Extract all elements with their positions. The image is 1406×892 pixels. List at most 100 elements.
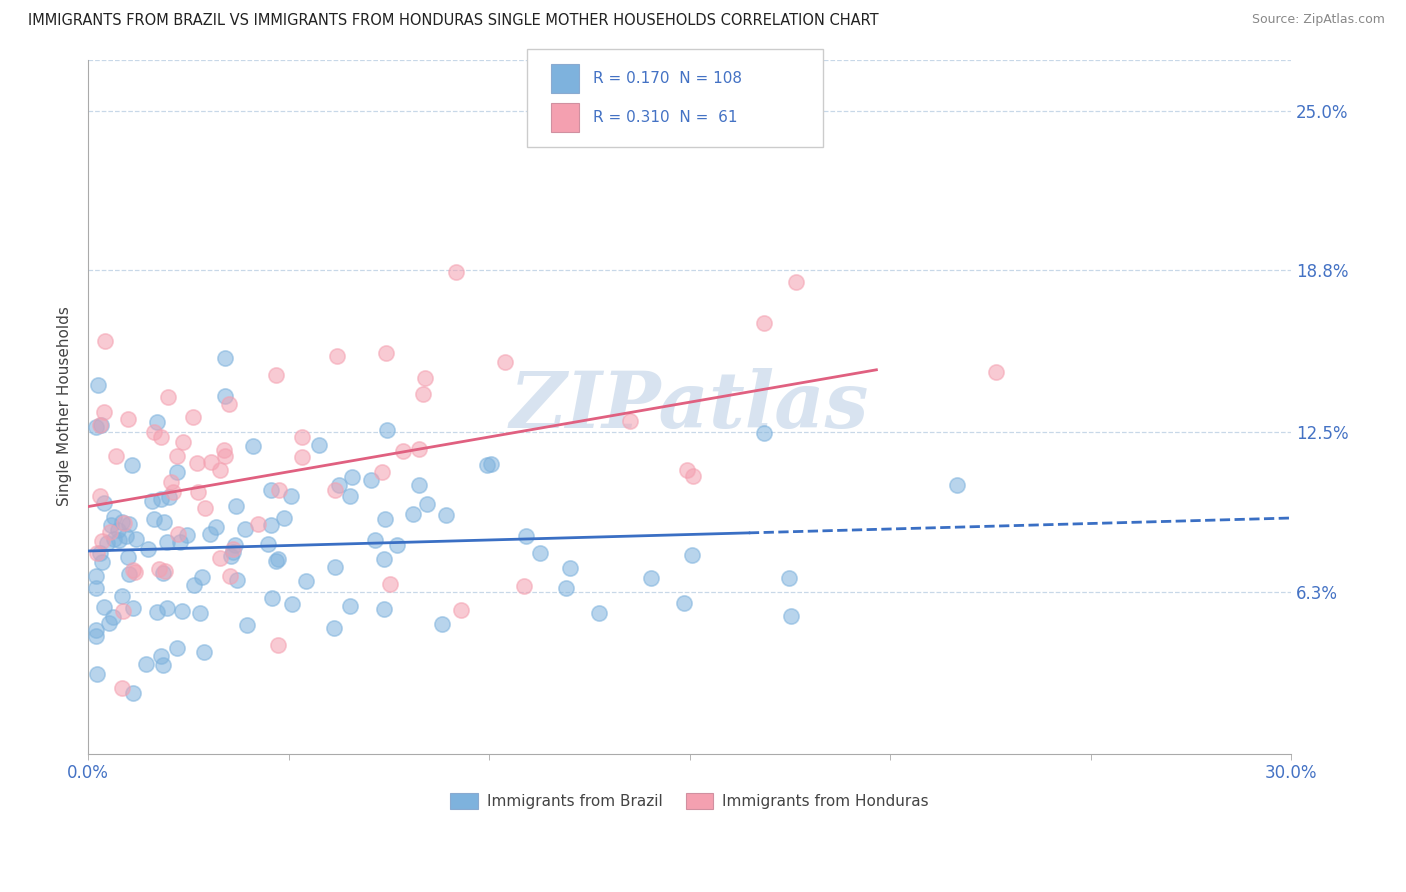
Point bbox=[136, 542, 159, 557]
Point bbox=[153, 564, 176, 578]
Point bbox=[236, 618, 259, 632]
Text: ZIPatlas: ZIPatlas bbox=[510, 368, 869, 445]
Y-axis label: Single Mother Households: Single Mother Households bbox=[58, 307, 72, 507]
Point bbox=[96, 536, 118, 550]
Point bbox=[640, 571, 662, 585]
Point bbox=[242, 439, 264, 453]
Point bbox=[218, 397, 240, 411]
Point bbox=[146, 415, 169, 429]
Point bbox=[267, 638, 290, 652]
Point bbox=[84, 629, 107, 643]
Point bbox=[89, 545, 111, 559]
Point bbox=[97, 616, 120, 631]
Point bbox=[183, 578, 205, 592]
Point bbox=[267, 552, 290, 566]
Point bbox=[167, 527, 190, 541]
Point bbox=[554, 581, 576, 595]
Point bbox=[513, 579, 536, 593]
Point bbox=[200, 526, 222, 541]
Point bbox=[98, 524, 121, 539]
Point bbox=[209, 462, 232, 476]
Point bbox=[323, 559, 346, 574]
Point bbox=[676, 463, 699, 477]
Point bbox=[339, 489, 361, 503]
Point bbox=[111, 515, 134, 529]
Point bbox=[162, 484, 184, 499]
Point bbox=[153, 515, 176, 529]
Point bbox=[339, 599, 361, 613]
Point bbox=[149, 648, 172, 663]
Point bbox=[295, 574, 318, 589]
Point bbox=[450, 603, 472, 617]
Point bbox=[214, 351, 236, 365]
Text: R = 0.310  N =  61: R = 0.310 N = 61 bbox=[593, 111, 738, 125]
Point bbox=[143, 512, 166, 526]
Point bbox=[124, 565, 146, 579]
Point bbox=[224, 538, 246, 552]
Point bbox=[515, 529, 537, 543]
Point bbox=[86, 546, 108, 560]
Point bbox=[681, 548, 703, 562]
Point bbox=[264, 554, 287, 568]
Point bbox=[588, 606, 610, 620]
Point bbox=[481, 457, 503, 471]
Point bbox=[186, 456, 208, 470]
Point bbox=[226, 573, 249, 587]
Text: Source: ZipAtlas.com: Source: ZipAtlas.com bbox=[1251, 13, 1385, 27]
Point bbox=[141, 493, 163, 508]
Point bbox=[308, 438, 330, 452]
Point bbox=[152, 658, 174, 673]
Point bbox=[340, 470, 363, 484]
Point bbox=[291, 450, 314, 464]
Point bbox=[111, 589, 134, 603]
Point bbox=[219, 569, 242, 583]
Point bbox=[233, 522, 256, 536]
Point bbox=[166, 465, 188, 479]
Point bbox=[156, 601, 179, 615]
Point bbox=[148, 561, 170, 575]
Point bbox=[752, 426, 775, 441]
Point bbox=[176, 528, 198, 542]
Point bbox=[364, 533, 387, 547]
Point bbox=[84, 420, 107, 434]
Point bbox=[84, 581, 107, 595]
Point bbox=[166, 640, 188, 655]
Point bbox=[373, 602, 395, 616]
Point bbox=[408, 442, 430, 457]
Point bbox=[262, 591, 284, 605]
Point bbox=[475, 458, 498, 472]
Point bbox=[121, 601, 143, 615]
Point bbox=[219, 549, 242, 563]
Point bbox=[84, 623, 107, 637]
Point bbox=[402, 507, 425, 521]
Point bbox=[326, 349, 349, 363]
Point bbox=[558, 561, 581, 575]
Point bbox=[328, 477, 350, 491]
Point bbox=[374, 512, 396, 526]
Point bbox=[110, 681, 132, 696]
Point bbox=[222, 545, 245, 559]
Point bbox=[200, 455, 222, 469]
Point bbox=[391, 443, 413, 458]
Point bbox=[444, 265, 467, 279]
Point bbox=[172, 435, 194, 450]
Point bbox=[214, 449, 236, 463]
Point bbox=[260, 483, 283, 498]
Point bbox=[209, 550, 232, 565]
Point bbox=[172, 604, 194, 618]
Point bbox=[188, 607, 211, 621]
Point bbox=[946, 478, 969, 492]
Point bbox=[222, 541, 245, 556]
Point bbox=[380, 576, 402, 591]
Point bbox=[205, 520, 228, 534]
Point bbox=[111, 604, 134, 618]
Point bbox=[280, 489, 302, 503]
Point bbox=[225, 499, 247, 513]
Point bbox=[194, 500, 217, 515]
Point bbox=[778, 571, 800, 585]
Point bbox=[100, 517, 122, 532]
Point bbox=[93, 600, 115, 615]
Point bbox=[94, 334, 117, 348]
Text: IMMIGRANTS FROM BRAZIL VS IMMIGRANTS FROM HONDURAS SINGLE MOTHER HOUSEHOLDS CORR: IMMIGRANTS FROM BRAZIL VS IMMIGRANTS FRO… bbox=[28, 13, 879, 29]
Point bbox=[160, 475, 183, 490]
